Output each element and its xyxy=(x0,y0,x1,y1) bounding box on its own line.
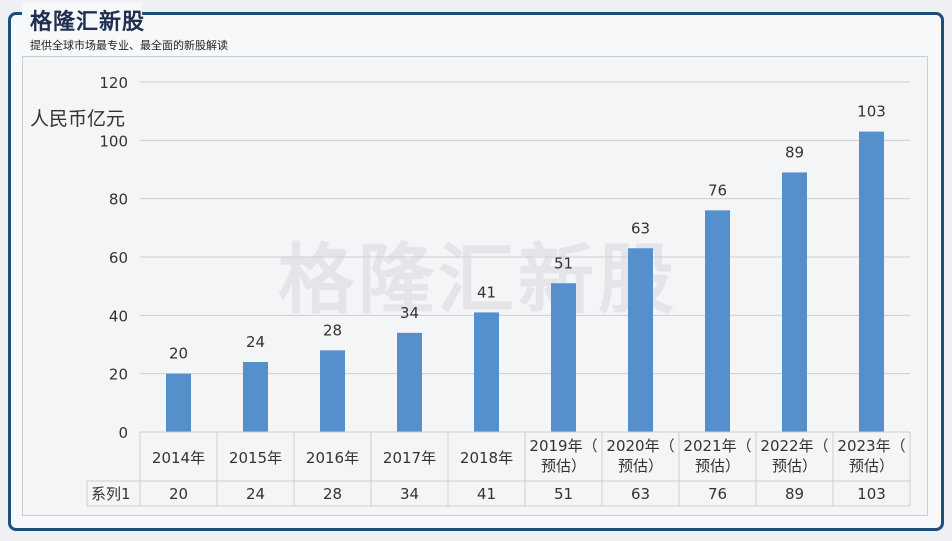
data-label: 28 xyxy=(323,321,342,339)
data-label: 34 xyxy=(400,304,419,322)
x-tick-label: 2017年 xyxy=(383,449,436,467)
y-tick-label: 120 xyxy=(99,74,128,92)
y-tick-label: 100 xyxy=(99,132,128,150)
bar xyxy=(705,210,730,432)
data-label: 24 xyxy=(246,333,265,351)
x-tick-label: 预估） xyxy=(618,457,663,475)
x-tick-label: 2021年（ xyxy=(683,437,751,455)
data-label: 51 xyxy=(554,254,573,272)
y-unit-label: 人民币亿元 xyxy=(30,108,126,130)
x-tick-label: 2018年 xyxy=(460,449,513,467)
x-tick-label: 2016年 xyxy=(306,449,359,467)
brand-title: 格隆汇新股 xyxy=(30,9,146,35)
x-tick-label: 2023年（ xyxy=(837,437,905,455)
bar xyxy=(859,131,884,433)
legend-series-name: 系列1 xyxy=(91,485,131,503)
table-value: 89 xyxy=(785,485,804,503)
x-tick-label: 2014年 xyxy=(152,449,205,467)
table-value: 24 xyxy=(246,485,265,503)
data-label: 41 xyxy=(477,283,496,301)
x-tick-label: 预估） xyxy=(541,457,586,475)
table-value: 103 xyxy=(857,485,886,503)
table-value: 76 xyxy=(708,485,727,503)
plot-panel xyxy=(22,56,928,516)
data-label: 20 xyxy=(169,345,188,363)
x-tick-label: 预估） xyxy=(695,457,740,475)
data-label: 63 xyxy=(631,219,650,237)
table-value: 34 xyxy=(400,485,419,503)
table-value: 51 xyxy=(554,485,573,503)
x-tick-label: 2019年（ xyxy=(529,437,597,455)
y-tick-label: 0 xyxy=(118,424,128,442)
table-value: 28 xyxy=(323,485,342,503)
y-tick-label: 40 xyxy=(109,307,128,325)
data-label: 76 xyxy=(708,181,727,199)
data-label: 103 xyxy=(857,103,886,121)
brand-backdrop xyxy=(22,2,142,32)
x-tick-label: 2015年 xyxy=(229,449,282,467)
y-tick-label: 60 xyxy=(109,249,128,267)
bar xyxy=(551,283,576,432)
y-tick-label: 80 xyxy=(109,191,128,209)
data-label: 89 xyxy=(785,143,804,161)
bar xyxy=(397,332,422,432)
bar xyxy=(166,373,191,432)
table-value: 41 xyxy=(477,485,496,503)
table-value: 20 xyxy=(169,485,188,503)
bar xyxy=(782,172,807,432)
x-tick-label: 预估） xyxy=(849,457,894,475)
watermark: 格隆汇新股 xyxy=(278,235,678,324)
x-tick-label: 预估） xyxy=(772,457,817,475)
table-value: 63 xyxy=(631,485,650,503)
x-tick-label: 2022年（ xyxy=(760,437,828,455)
bar xyxy=(243,362,268,432)
bar xyxy=(320,350,345,432)
y-tick-label: 20 xyxy=(109,366,128,384)
bar xyxy=(474,312,499,432)
x-tick-label: 2020年（ xyxy=(606,437,674,455)
brand-subtitle: 提供全球市场最专业、最全面的新股解读 xyxy=(30,39,228,52)
bar xyxy=(628,248,653,432)
